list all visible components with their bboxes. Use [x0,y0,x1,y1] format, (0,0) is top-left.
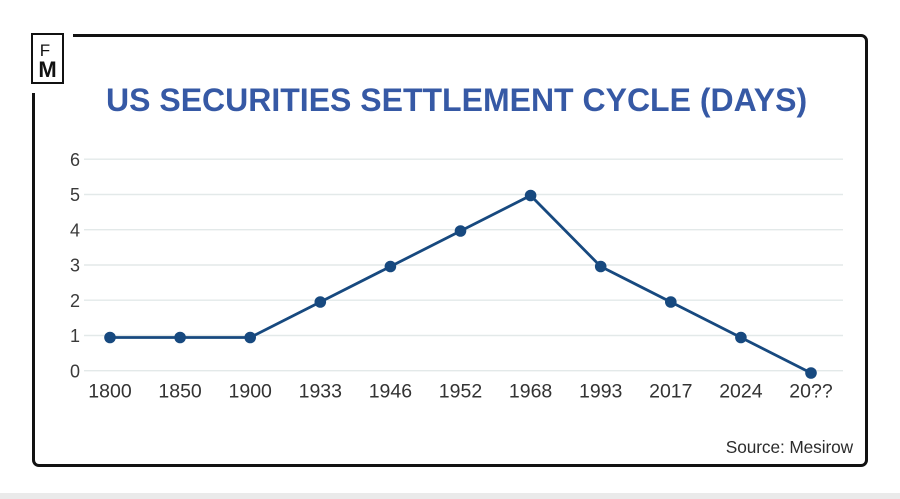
svg-text:0: 0 [70,361,80,381]
svg-text:2017: 2017 [649,381,692,403]
svg-text:1: 1 [70,326,80,346]
svg-text:5: 5 [70,185,80,205]
svg-text:1946: 1946 [369,381,412,403]
svg-text:6: 6 [70,150,80,170]
svg-text:2: 2 [70,291,80,311]
svg-text:2024: 2024 [719,381,763,403]
svg-text:1993: 1993 [579,381,622,403]
svg-text:1952: 1952 [439,381,482,403]
svg-text:3: 3 [70,256,80,276]
svg-text:4: 4 [70,220,80,240]
svg-text:1933: 1933 [299,381,342,403]
svg-text:20??: 20?? [789,381,833,403]
svg-text:1850: 1850 [158,381,202,403]
svg-text:1900: 1900 [229,381,273,403]
svg-text:1800: 1800 [88,381,132,403]
svg-text:1968: 1968 [509,381,552,403]
